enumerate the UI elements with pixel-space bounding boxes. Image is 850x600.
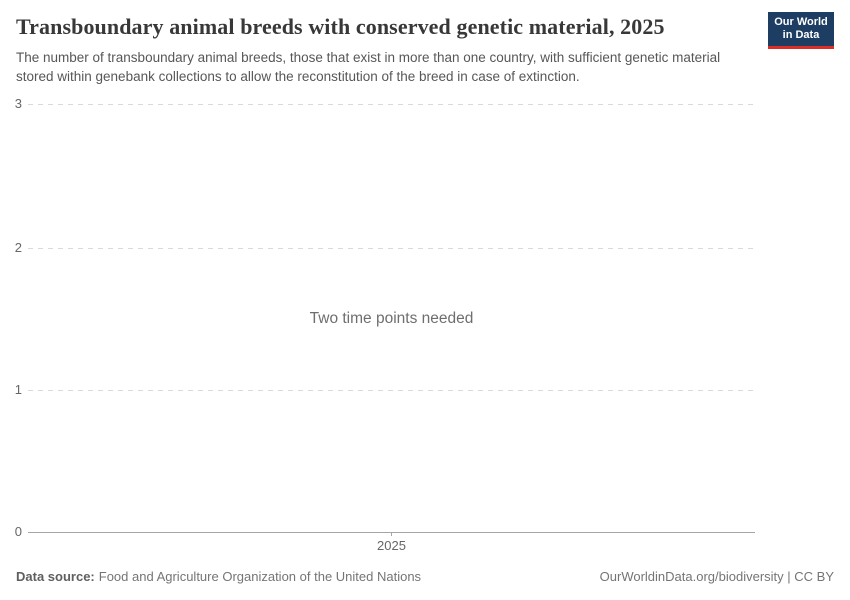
gridline-y2 (28, 248, 754, 249)
data-source: Data source: Food and Agriculture Organiz… (16, 569, 421, 584)
attribution: OurWorldinData.org/biodiversity | CC BY (599, 569, 834, 584)
gridline-y1 (28, 390, 754, 391)
owid-logo-line2: in Data (782, 29, 820, 41)
ytick-label-3: 3 (14, 96, 22, 111)
data-source-label: Data source: (16, 569, 95, 584)
ytick-label-2: 2 (14, 240, 22, 255)
chart-subtitle: The number of transboundary animal breed… (16, 50, 721, 84)
chart-footer: Data source: Food and Agriculture Organiz… (16, 569, 834, 584)
x-axis-tick-2025 (391, 532, 392, 536)
ytick-label-0: 0 (14, 524, 22, 539)
chart-title: Transboundary animal breeds with conserv… (16, 14, 665, 39)
xtick-label-2025: 2025 (377, 538, 406, 553)
owid-logo-line1: Our World (774, 16, 828, 28)
ytick-label-1: 1 (14, 382, 22, 397)
gridline-y3 (28, 104, 754, 105)
owid-logo: Our World in Data (768, 12, 834, 49)
data-source-value: Food and Agriculture Organization of the… (98, 569, 422, 584)
no-data-message: Two time points needed (309, 310, 474, 327)
